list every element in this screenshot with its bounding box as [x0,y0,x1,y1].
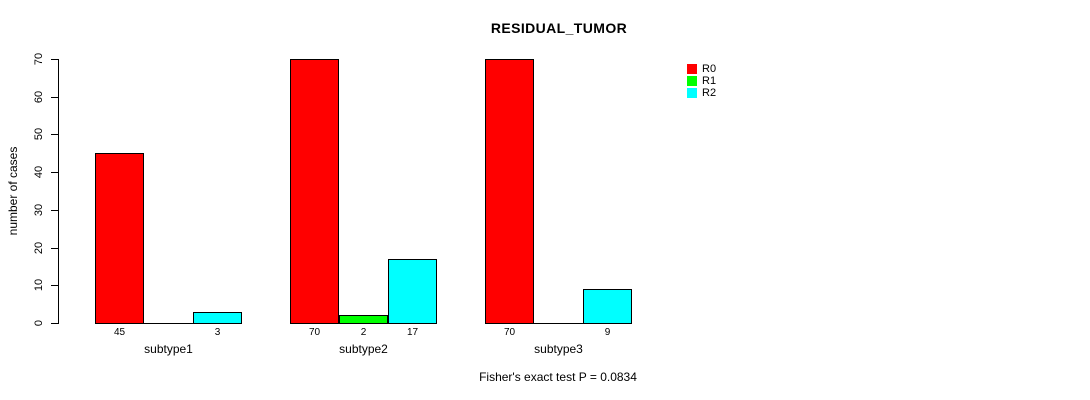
bar-r1-subtype2 [339,315,388,324]
bar-value-label: 9 [604,327,611,338]
bar-value-label: 70 [308,327,321,338]
y-tick-mark [51,285,58,287]
y-axis-label: number of cases [6,146,20,236]
y-tick-mark [51,209,58,211]
y-tick-mark [51,172,58,174]
y-tick-label: 50 [33,128,45,141]
chart-title: RESIDUAL_TUMOR [490,20,628,36]
legend-label-r1: R1 [702,75,717,87]
legend-entry-r0: R0 [687,63,716,75]
y-tick-label: 10 [33,279,45,292]
bar-value-label: 3 [214,327,221,338]
fisher-test-annotation: Fisher's exact test P = 0.0834 [479,370,637,384]
y-axis-line [58,59,59,324]
bar-value-label: 45 [113,327,126,338]
y-tick-mark [51,134,58,136]
group-baseline [485,323,632,324]
legend-swatch-r1 [687,76,697,86]
y-tick-label: 60 [33,90,45,103]
y-tick-label: 70 [33,52,45,66]
bar-r2-subtype1 [193,312,242,324]
category-label-subtype3: subtype3 [534,342,583,356]
bar-r0-subtype2 [290,59,339,324]
y-tick-label: 20 [33,241,45,254]
y-tick-mark [51,59,58,60]
legend-swatch-r0 [687,64,697,74]
legend-swatch-r2 [687,88,697,98]
bar-r2-subtype2 [388,259,437,324]
legend-label-r2: R2 [702,87,717,99]
y-tick-mark [51,323,58,324]
y-tick-label: 0 [33,319,45,327]
legend: R0 R1 R2 [687,63,716,99]
bar-value-label: 70 [503,327,516,338]
y-tick-label: 30 [33,203,45,216]
legend-label-r0: R0 [702,63,717,75]
legend-entry-r2: R2 [687,87,716,99]
bar-r2-subtype3 [583,289,632,324]
category-label-subtype2: subtype2 [339,342,388,356]
bar-value-label: 2 [360,327,367,338]
y-tick-label: 40 [33,166,45,179]
y-tick-mark [51,96,58,98]
legend-entry-r1: R1 [687,75,716,87]
bar-value-label: 17 [406,327,419,338]
bar-r0-subtype1 [95,153,144,324]
group-baseline [95,323,242,324]
category-label-subtype1: subtype1 [144,342,193,356]
bar-r0-subtype3 [485,59,534,324]
y-tick-mark [51,247,58,249]
